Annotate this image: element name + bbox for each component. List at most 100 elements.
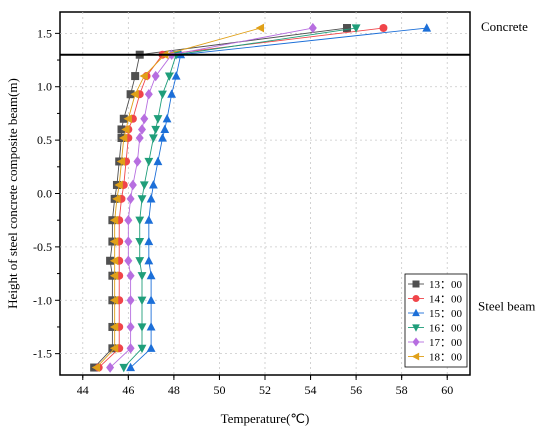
series-point (139, 181, 149, 190)
series-point (148, 134, 158, 143)
series-point (91, 363, 101, 372)
series-point (106, 362, 115, 373)
x-tick-label: 60 (441, 383, 453, 397)
series-point (158, 90, 167, 100)
series-point (151, 70, 160, 82)
series-point (137, 344, 147, 354)
series-point (133, 156, 142, 167)
y-tick-label: -0.5 (33, 240, 52, 254)
series-point (164, 72, 174, 81)
series-point (137, 323, 147, 332)
series-point (116, 157, 126, 166)
series-point (146, 322, 156, 331)
ticks: 44 46 48 50 52 54 56 58 60 -1.5 -1.0 -0.5 0.0 0.5 1.0 1… (33, 26, 453, 397)
legend: 13：00 14：00 15：00 16：00 17：00 18：00 (404, 273, 468, 368)
series-point (153, 156, 163, 166)
series-point (148, 180, 158, 189)
x-tick-label: 48 (168, 383, 180, 397)
y-tick-label: -1.5 (33, 347, 52, 361)
series-point (153, 115, 163, 124)
series-point (126, 321, 135, 333)
series-point (422, 23, 432, 32)
y-tick-label: 1.5 (37, 26, 52, 40)
series-point (137, 272, 147, 281)
region-label-concrete: Concrete (481, 19, 528, 34)
series-point (114, 180, 123, 190)
series-3 (126, 23, 432, 372)
series-point (124, 236, 133, 247)
series-point (135, 237, 145, 247)
series-point (128, 179, 137, 191)
series-point (130, 89, 139, 99)
y-tick-label: 0.0 (37, 187, 52, 201)
series-point (126, 343, 135, 354)
x-tick-label: 44 (77, 383, 89, 397)
legend-marker (411, 352, 420, 361)
series-point (109, 256, 119, 266)
series-point (146, 295, 156, 304)
legend-marker (412, 324, 420, 332)
series-5 (106, 22, 317, 373)
series-point (144, 215, 154, 224)
series-point (144, 236, 154, 246)
series-point (118, 133, 128, 143)
legend-marker (412, 280, 420, 288)
series-point (119, 363, 129, 373)
series-point (109, 295, 119, 305)
legend-label: 17：00 (429, 337, 462, 349)
series-point (126, 362, 136, 372)
y-tick-label: -1.0 (33, 293, 52, 307)
series-point (167, 89, 177, 98)
series-point (351, 24, 361, 33)
series-point (146, 194, 156, 203)
legend-label: 13：00 (429, 279, 462, 291)
series-point (126, 193, 135, 205)
series-point (109, 343, 119, 353)
legend-marker (412, 295, 420, 302)
region-label-steel-beam: Steel beam (478, 299, 535, 314)
series-point (109, 237, 119, 246)
series-point (144, 89, 153, 100)
series-point (171, 71, 181, 80)
series-point (139, 71, 148, 81)
series-point (135, 132, 144, 144)
series-point (343, 24, 351, 33)
series-point (308, 22, 317, 34)
series-point (137, 296, 147, 306)
x-tick-label: 52 (259, 383, 271, 397)
series-point (121, 125, 130, 134)
series-point (131, 72, 140, 81)
y-tick-label: 1.0 (37, 80, 52, 94)
series-point (124, 255, 133, 266)
legend-marker (412, 308, 420, 317)
series-point (146, 343, 156, 352)
x-tick-label: 50 (213, 383, 225, 397)
legend-marker (412, 337, 420, 347)
series-point (138, 124, 146, 135)
x-tick-label: 58 (396, 383, 408, 397)
series-point (126, 295, 135, 306)
series-point (112, 194, 121, 204)
series-point (109, 271, 119, 281)
series-point (144, 255, 154, 265)
series-line (123, 27, 357, 368)
series-point (160, 124, 170, 134)
series-point (151, 125, 161, 135)
series-point (255, 23, 265, 33)
y-axis-title: Height of steel concrete composite beam(… (5, 78, 20, 309)
x-tick-label: 54 (305, 383, 317, 397)
grid (60, 12, 470, 375)
series-point (135, 216, 145, 225)
legend-box (404, 273, 468, 368)
series-4 (119, 24, 361, 373)
y-tick-label: 0.5 (37, 133, 52, 147)
series-point (140, 113, 149, 124)
legend-label: 18：00 (429, 352, 462, 364)
series-point (144, 157, 154, 167)
series-point (124, 214, 133, 226)
series-point (158, 133, 167, 142)
series-point (135, 257, 145, 266)
series-point (162, 113, 172, 123)
legend-label: 16：00 (429, 323, 462, 335)
series-layer (90, 22, 432, 373)
